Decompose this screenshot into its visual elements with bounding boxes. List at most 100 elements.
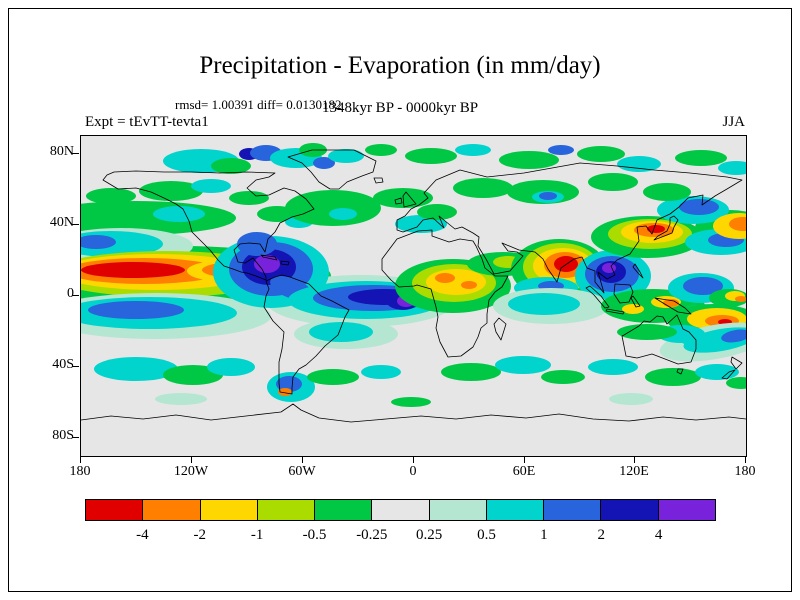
anomaly-region-blue (548, 145, 574, 155)
lat-tick-mark (72, 295, 79, 296)
anomaly-region-green (307, 369, 359, 385)
anomaly-region-cyan (495, 356, 551, 374)
colorbar-boundary-label: 0.5 (477, 527, 496, 543)
lon-tick-label: 120W (173, 464, 209, 479)
anomaly-region-yellow (426, 269, 486, 295)
lon-tick-mark (80, 457, 81, 463)
anomaly-region-cyan (718, 161, 746, 175)
lat-tick-label: 80N (49, 144, 74, 159)
lon-tick-label: 60W (288, 464, 316, 479)
anomaly-region-green (417, 204, 457, 220)
eurasia-coastline (396, 162, 743, 294)
anomaly-region-cyan (153, 206, 205, 222)
colorbar-segment (371, 500, 429, 520)
colorbar-boundary-label: -4 (136, 527, 149, 543)
anomaly-region-orange (735, 296, 746, 302)
experiment-label: Expt = tEvTT-tevta1 (85, 114, 209, 130)
anomaly-region-orange (435, 273, 455, 283)
colorbar-boundary-label: -1 (250, 527, 264, 543)
anomaly-region-blue (313, 157, 335, 169)
colorbar-segment (543, 500, 601, 520)
map-area (80, 135, 747, 457)
anomaly-region-cyan (695, 364, 739, 380)
anomaly-region-cyan (617, 156, 661, 172)
lat-tick-mark (72, 437, 79, 438)
anomaly-region-cyan (361, 365, 401, 379)
anomaly-region-cyan (191, 179, 231, 193)
coastline-outlines (81, 149, 746, 423)
lon-tick-mark (413, 457, 414, 463)
anomaly-region-green (541, 370, 585, 384)
anomaly-region-green (499, 151, 559, 169)
anomaly-region-cyan (455, 144, 491, 156)
colorbar-boundary-label: -0.25 (356, 527, 388, 543)
lon-tick-label: 0 (409, 464, 417, 479)
lat-tick-mark (72, 224, 79, 225)
anomaly-region-blue (88, 301, 184, 319)
anomaly-region-cyan (309, 322, 373, 342)
anomaly-region-blue (721, 329, 746, 343)
colorbar (85, 499, 716, 521)
lon-tick-label: 60E (512, 464, 536, 479)
colorbar-segment (428, 500, 486, 520)
anomaly-region-cyan (677, 327, 705, 345)
anomaly-region-green (365, 144, 397, 156)
south-america-coastline (263, 274, 350, 395)
lat-tick-label: 80S (52, 428, 74, 443)
colorbar-boundary-label: 4 (654, 527, 663, 543)
anomaly-region-green (577, 146, 625, 162)
anomaly-region-cyan (588, 359, 638, 375)
colorbar-boundary-label: 1 (540, 527, 548, 543)
anomaly-region-orange (461, 281, 477, 289)
anomaly-region-green (229, 191, 269, 205)
anomaly-region-blue (679, 199, 719, 215)
australia-coastline (621, 314, 697, 365)
lat-tick-mark (72, 153, 79, 154)
anomaly-region-green (405, 148, 457, 164)
colorbar-boundary-label: 0.25 (416, 527, 443, 543)
anomaly-region-palecyan (155, 393, 207, 405)
anomaly-region-green (285, 190, 381, 226)
anomaly-region-green (441, 363, 501, 381)
anomaly-region-blue (81, 235, 116, 249)
lat-tick-label: 40S (52, 357, 74, 372)
colorbar-segment (485, 500, 544, 520)
anomaly-region-blue (276, 376, 302, 392)
anomaly-region-green (453, 178, 513, 198)
anomaly-region-cyan (94, 357, 178, 381)
anomaly-region-cyan (508, 293, 580, 315)
anomaly-region-green (391, 397, 431, 407)
anomaly-region-green (86, 188, 136, 204)
anomaly-region-green (726, 377, 746, 389)
anomaly-region-blue (539, 192, 557, 200)
anomaly-region-green (675, 150, 727, 166)
plot-title: Precipitation - Evaporation (in mm/day) (199, 52, 601, 79)
north-america-coastline (102, 170, 315, 281)
anomaly-region-green (617, 324, 677, 340)
anomaly-region-orange (729, 217, 746, 231)
anomaly-region-cyan (329, 208, 357, 220)
lon-tick-mark (745, 457, 746, 463)
anomaly-region-green (643, 183, 691, 201)
colorbar-boundary-label: -2 (193, 527, 206, 543)
lon-tick-label: 180 (69, 464, 91, 479)
lat-tick-label: 0 (67, 286, 74, 301)
anomaly-region-green (588, 173, 638, 191)
anomaly-region-cyan (328, 149, 364, 163)
period-label: 1348kyr BP - 0000kyr BP (321, 100, 479, 116)
antarctica-coastline (81, 403, 746, 423)
anomaly-region-red (554, 256, 578, 272)
colorbar-boundary-label: -0.5 (302, 527, 327, 543)
lat-tick-mark (72, 366, 79, 367)
anomaly-region-cyan (207, 358, 255, 376)
colorbar-segment (657, 500, 715, 520)
anomaly-region-orange (278, 388, 292, 396)
anomaly-region-green (211, 158, 251, 174)
stats-label: rmsd= 1.00391 diff= 0.0130182 (175, 97, 342, 112)
colorbar-segment (600, 500, 658, 520)
africa-coastline (381, 229, 509, 358)
lon-tick-mark (302, 457, 303, 463)
colorbar-segment (86, 500, 143, 520)
anomaly-region-green (645, 368, 701, 386)
anomaly-region-red (81, 262, 185, 278)
